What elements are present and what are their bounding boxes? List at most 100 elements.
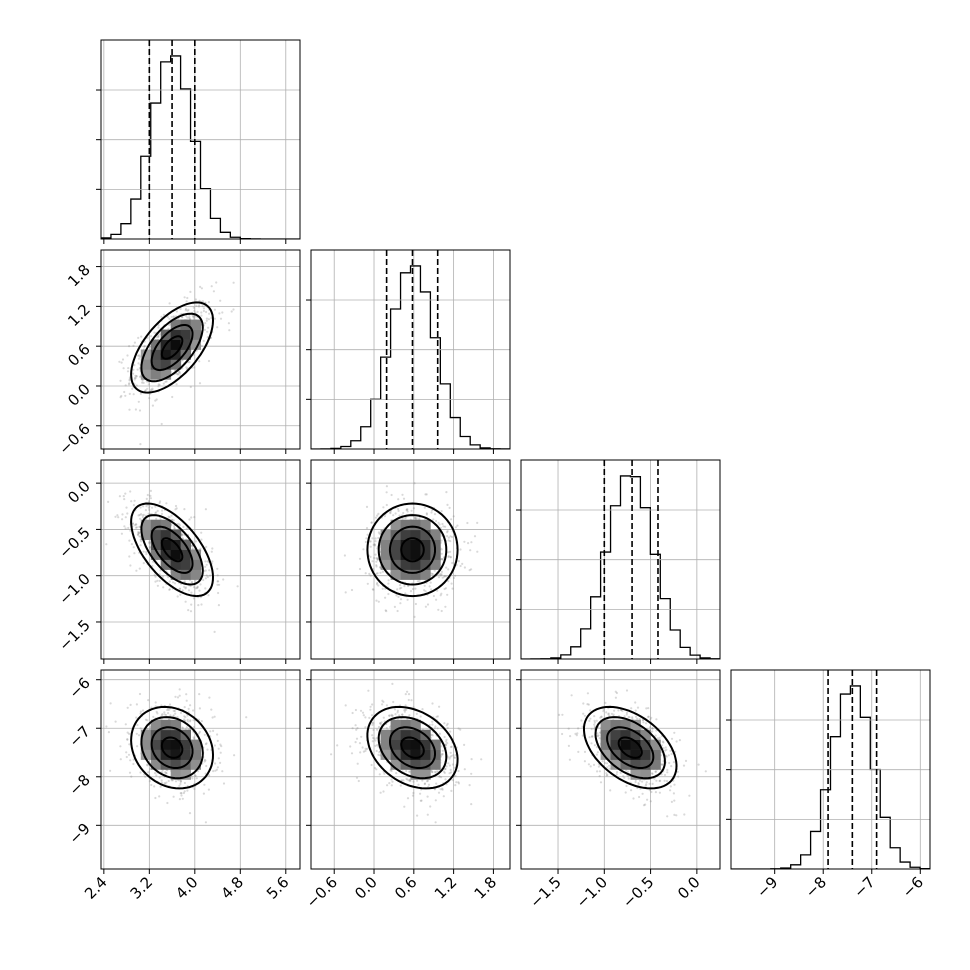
density-cell: [410, 759, 421, 770]
sample-point: [407, 698, 410, 702]
sample-point: [157, 334, 160, 337]
sample-point: [658, 736, 661, 740]
sample-point: [187, 609, 190, 612]
sample-point: [451, 561, 454, 565]
density-cell: [410, 519, 421, 531]
sample-point: [178, 694, 181, 697]
sample-point: [403, 805, 406, 808]
sample-point: [376, 572, 379, 575]
density-cell: [630, 729, 641, 740]
sample-point: [451, 535, 454, 539]
sample-point: [173, 526, 176, 530]
sample-point: [622, 775, 625, 778]
sample-point: [123, 390, 126, 394]
sample-point: [198, 360, 201, 363]
sample-point: [441, 749, 444, 752]
sample-point: [395, 772, 398, 775]
sample-point: [139, 392, 142, 395]
sample-point: [134, 374, 137, 377]
contour-line: [160, 736, 184, 759]
sample-point: [236, 585, 239, 588]
sample-point: [442, 770, 446, 773]
sample-point: [443, 575, 446, 578]
sample-point: [401, 517, 404, 520]
sample-point: [211, 716, 214, 719]
sample-point: [389, 511, 392, 515]
density-cell: [140, 349, 152, 360]
sample-point: [203, 328, 206, 331]
sample-point: [123, 525, 126, 528]
sample-point: [669, 749, 672, 753]
sample-point: [160, 779, 163, 782]
density-cell: [160, 559, 172, 570]
contour-line: [140, 716, 204, 780]
sample-point: [394, 512, 397, 515]
panel-0-0: [96, 39, 301, 244]
sample-point: [203, 758, 206, 761]
sample-point: [432, 594, 435, 598]
sample-point: [148, 546, 152, 549]
sample-point: [587, 703, 590, 706]
density-cell: [150, 369, 162, 380]
sample-point: [216, 739, 219, 743]
sample-point: [470, 758, 473, 761]
sample-point: [423, 782, 426, 786]
contour-line: [617, 736, 643, 759]
sample-point: [441, 522, 444, 526]
sample-point: [179, 307, 182, 311]
sample-point: [636, 706, 640, 709]
sample-point: [120, 394, 123, 398]
sample-point: [200, 603, 203, 606]
sample-point: [473, 535, 477, 538]
sample-point: [600, 715, 603, 719]
sample-point: [204, 587, 207, 590]
sample-point: [459, 728, 462, 731]
sample-point: [204, 560, 207, 563]
sample-point: [446, 530, 449, 533]
x-tick-label: −6: [899, 873, 927, 901]
sample-point: [589, 717, 592, 720]
sample-point: [451, 779, 454, 782]
density-cell: [600, 729, 611, 740]
sample-point: [388, 782, 391, 785]
sample-point: [403, 709, 406, 712]
sample-point: [183, 781, 186, 785]
sample-point: [438, 705, 441, 708]
sample-point: [463, 743, 466, 747]
sample-point: [162, 313, 165, 316]
sample-point: [440, 539, 443, 542]
sample-point: [175, 507, 178, 510]
sample-point: [625, 769, 628, 772]
sample-point: [384, 596, 387, 599]
density-cell: [390, 549, 401, 560]
sample-point: [137, 531, 140, 534]
sample-point: [450, 789, 453, 793]
sample-point: [429, 805, 432, 808]
sample-point: [188, 316, 191, 320]
sample-point: [654, 734, 657, 737]
sample-point: [182, 525, 185, 529]
sample-point: [426, 780, 429, 783]
sample-point: [192, 315, 195, 318]
sample-point: [135, 523, 138, 526]
density-cell: [400, 739, 411, 750]
sample-point: [137, 531, 140, 535]
density-cell: [410, 769, 421, 780]
sample-point: [198, 693, 201, 696]
density-cell: [630, 749, 641, 760]
sample-point: [214, 769, 217, 772]
sample-point: [207, 594, 210, 597]
sample-point: [137, 336, 140, 339]
sample-point: [127, 526, 130, 530]
sample-point: [167, 515, 170, 518]
sample-point: [192, 719, 195, 722]
sample-point: [137, 362, 140, 365]
y-tick-label: −0.5: [55, 524, 93, 562]
sample-point: [173, 709, 176, 713]
sample-point: [451, 763, 454, 766]
density-cell: [160, 519, 172, 531]
density-cell: [190, 329, 201, 340]
density-cell: [410, 529, 421, 540]
sample-point: [119, 396, 122, 399]
